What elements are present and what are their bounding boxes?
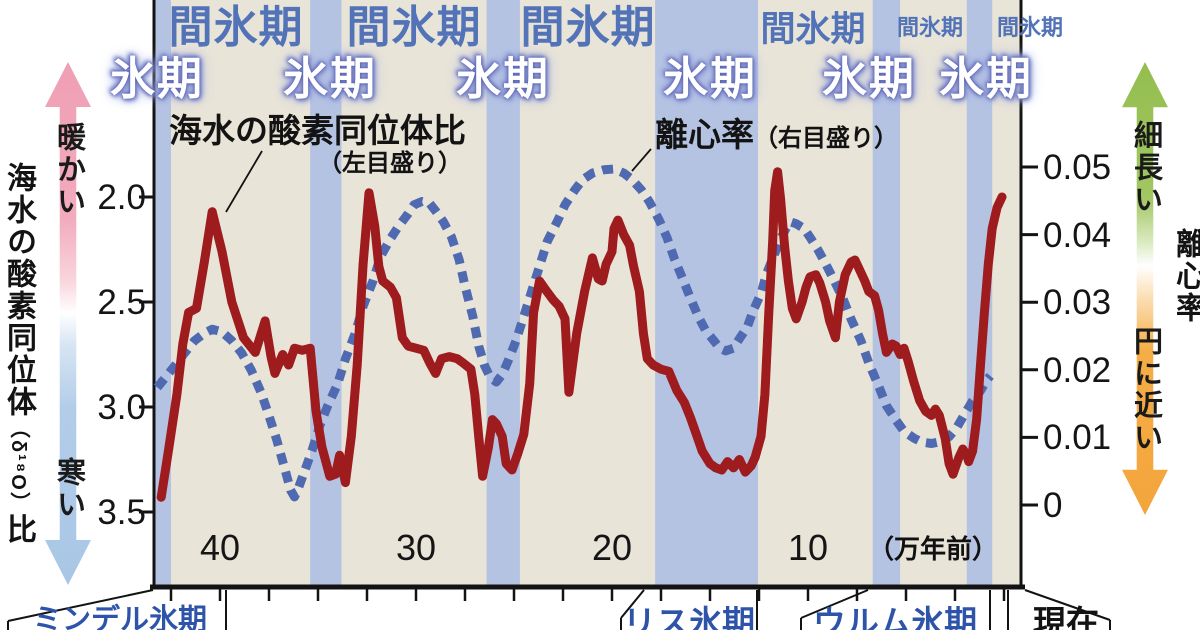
blue-annotation-callout-line bbox=[631, 148, 652, 172]
glacial-band bbox=[655, 0, 759, 587]
eccentricity-curve bbox=[153, 164, 994, 502]
oxygen-isotope-curve bbox=[156, 167, 1007, 502]
glacial-band bbox=[310, 0, 342, 587]
period-box-line bbox=[7, 589, 154, 622]
period-box-line bbox=[620, 589, 645, 619]
red-annotation-callout-line bbox=[225, 150, 263, 213]
glacial-band bbox=[486, 0, 520, 587]
period-box-line bbox=[800, 589, 869, 619]
period-box-line bbox=[1024, 589, 1111, 621]
